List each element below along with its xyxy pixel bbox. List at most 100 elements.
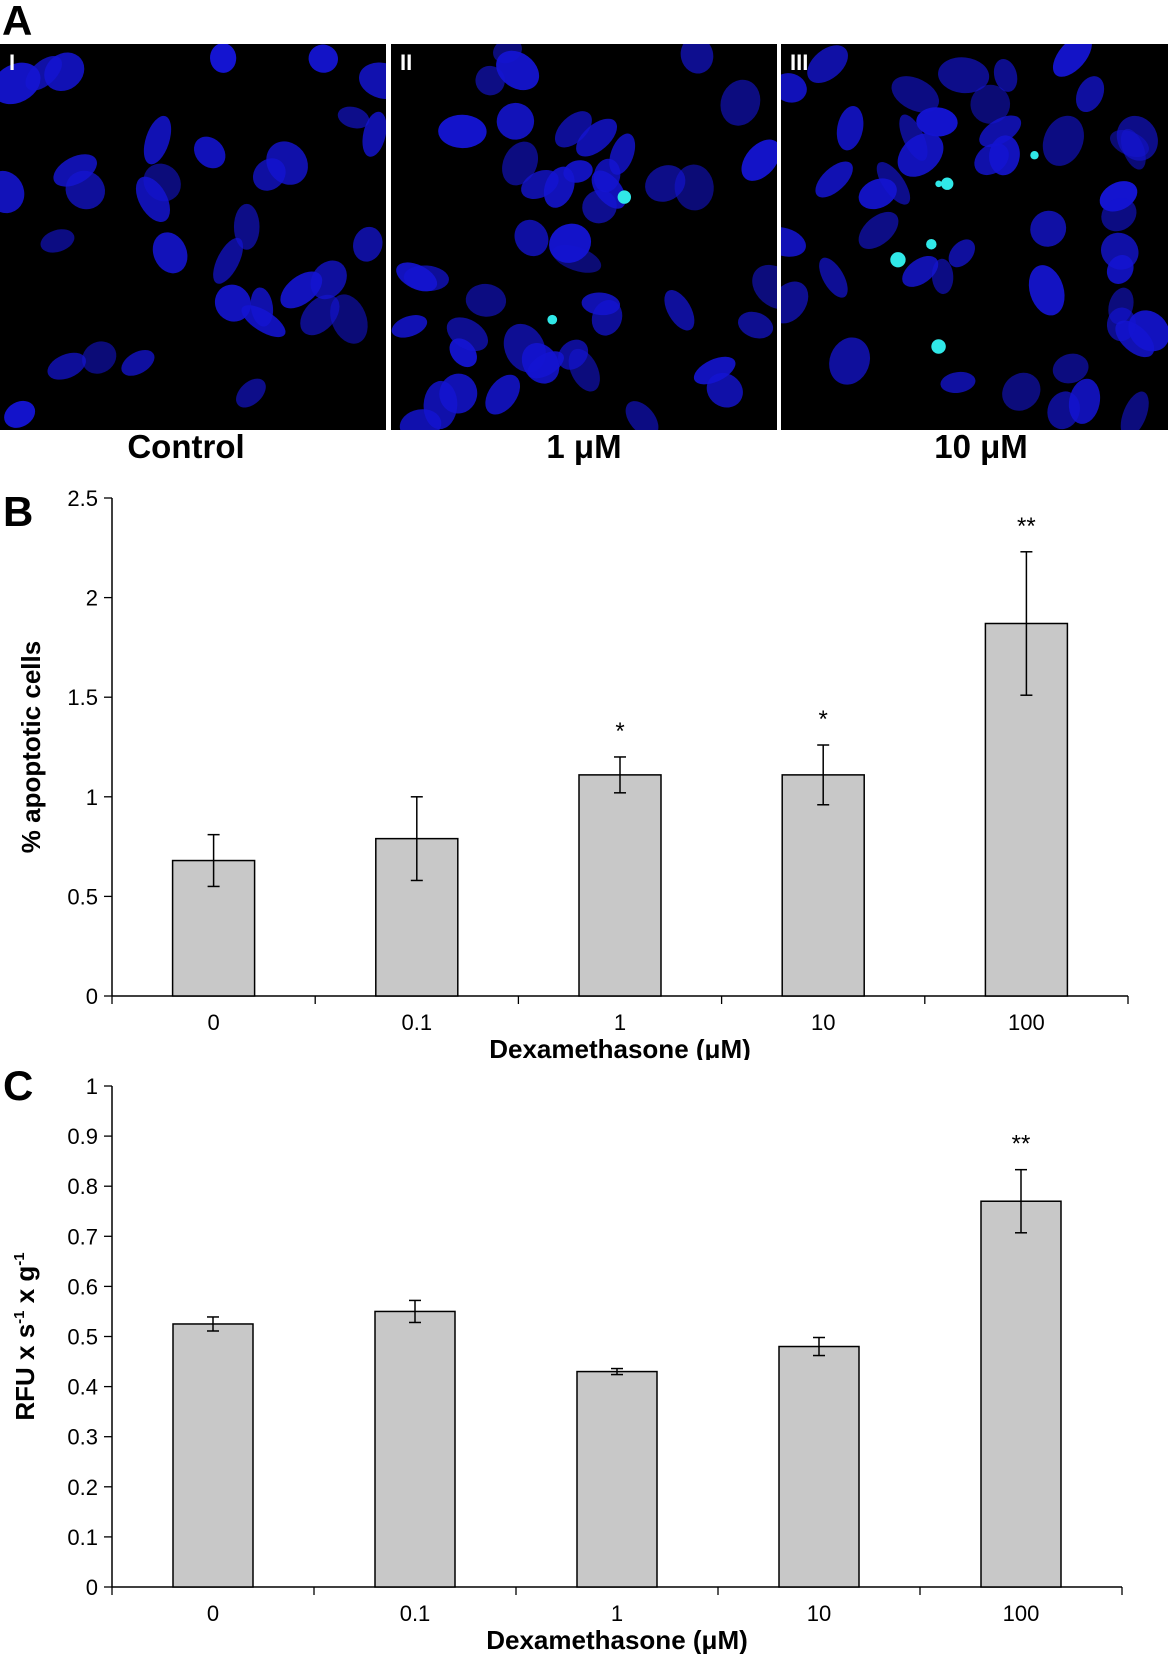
nucleus	[391, 315, 428, 338]
micrograph-numeral: I	[9, 50, 16, 75]
bar-100	[980, 1200, 1062, 1588]
nucleus	[485, 374, 521, 415]
nucleus	[554, 111, 592, 148]
error-bar-0	[207, 1316, 219, 1332]
y-tick-label: 1	[86, 1074, 98, 1099]
nucleus	[521, 343, 560, 384]
apoptotic-cell	[617, 190, 632, 204]
micrograph-numeral: II	[400, 50, 413, 75]
nucleus	[213, 237, 244, 284]
y-tick-label: 0.8	[67, 1174, 98, 1199]
error-bar-100	[1020, 551, 1033, 696]
nucleus	[1106, 307, 1136, 342]
x-tick-label: 10	[807, 1601, 831, 1626]
y-tick-label: 0	[86, 1575, 98, 1600]
nucleus	[543, 166, 575, 208]
error-bar-1	[611, 1367, 623, 1376]
nucleus	[25, 55, 63, 91]
bar-10	[781, 774, 865, 997]
nucleus	[819, 257, 848, 298]
nucleus	[609, 133, 636, 175]
nucleus	[1101, 197, 1137, 232]
nucleus	[836, 106, 864, 151]
nucleus	[549, 223, 592, 263]
nucleus	[948, 239, 975, 268]
nucleus	[674, 164, 714, 211]
significance-marker: *	[819, 706, 828, 733]
nucleus	[1120, 391, 1149, 430]
nucleus	[1030, 210, 1067, 247]
significance-marker: *	[615, 718, 624, 745]
nucleus	[353, 226, 383, 262]
nucleus	[250, 287, 274, 327]
apoptotic-cell	[941, 177, 954, 190]
caption-1um: 1 μM	[546, 428, 622, 465]
nucleus	[993, 58, 1018, 92]
y-tick-label: 0.4	[67, 1375, 98, 1400]
nucleus	[738, 311, 774, 339]
nucleus	[399, 409, 442, 430]
y-axis-label: RFU x s-1 x g-1	[10, 1252, 40, 1420]
nucleus	[47, 352, 86, 380]
y-tick-label: 0	[86, 984, 98, 1009]
nucleus	[897, 132, 944, 177]
nucleus	[938, 57, 990, 94]
x-tick-label: 0.1	[400, 1601, 431, 1626]
apoptotic-cell	[935, 180, 942, 188]
panel-letter-a: A	[2, 0, 33, 44]
apoptotic-cell	[547, 314, 558, 325]
nucleus	[362, 111, 386, 157]
nucleus	[970, 84, 1011, 124]
bar-0.1	[374, 1310, 456, 1588]
nucleus	[308, 44, 338, 73]
nucleus	[741, 139, 777, 181]
nucleus	[693, 356, 736, 385]
micrograph-1um: II	[391, 44, 777, 430]
nucleus	[1052, 353, 1089, 384]
nucleus	[310, 260, 347, 300]
nucleus	[1028, 265, 1065, 316]
nucleus	[781, 227, 806, 257]
micrograph-10um-image	[781, 44, 1168, 430]
nucleus	[143, 115, 172, 165]
micrograph-1um-image	[391, 44, 777, 430]
nucleus	[752, 264, 777, 310]
nucleus	[359, 62, 386, 99]
nucleus	[502, 141, 539, 186]
apoptotic-cell	[890, 252, 906, 268]
y-tick-label: 0.9	[67, 1124, 98, 1149]
x-tick-label: 100	[1008, 1010, 1045, 1035]
nucleus	[330, 294, 368, 344]
error-bar-10	[817, 744, 830, 806]
nucleus	[664, 290, 695, 331]
micrograph-control: I	[0, 44, 386, 430]
nucleus	[940, 371, 976, 393]
nucleus	[916, 107, 958, 137]
y-tick-label: 0.3	[67, 1425, 98, 1450]
caption-control: Control	[127, 428, 245, 465]
nucleus	[439, 373, 478, 414]
nucleus	[82, 341, 117, 374]
nucleus	[591, 300, 623, 336]
x-tick-label: 0	[207, 1601, 219, 1626]
nucleus	[496, 50, 540, 91]
nucleus	[1075, 76, 1105, 113]
nucleus	[1042, 115, 1084, 166]
y-tick-label: 0.5	[67, 1325, 98, 1350]
bar-1	[578, 774, 662, 997]
y-tick-label: 1	[86, 785, 98, 810]
x-tick-label: 1	[611, 1601, 623, 1626]
caption-10um: 10 μM	[934, 428, 1028, 465]
nucleus	[625, 401, 659, 430]
nucleus	[781, 73, 807, 103]
nucleus	[236, 378, 266, 408]
y-tick-label: 0.2	[67, 1475, 98, 1500]
nucleus	[337, 106, 370, 129]
x-axis-label: Dexamethasone (μM)	[486, 1625, 748, 1654]
nucleus	[300, 294, 340, 336]
nucleus	[582, 189, 617, 224]
panel-letter-c: C	[3, 1062, 33, 1109]
micrograph-10um: III	[781, 44, 1168, 430]
error-bar-0	[207, 833, 220, 888]
nucleus	[876, 161, 911, 205]
